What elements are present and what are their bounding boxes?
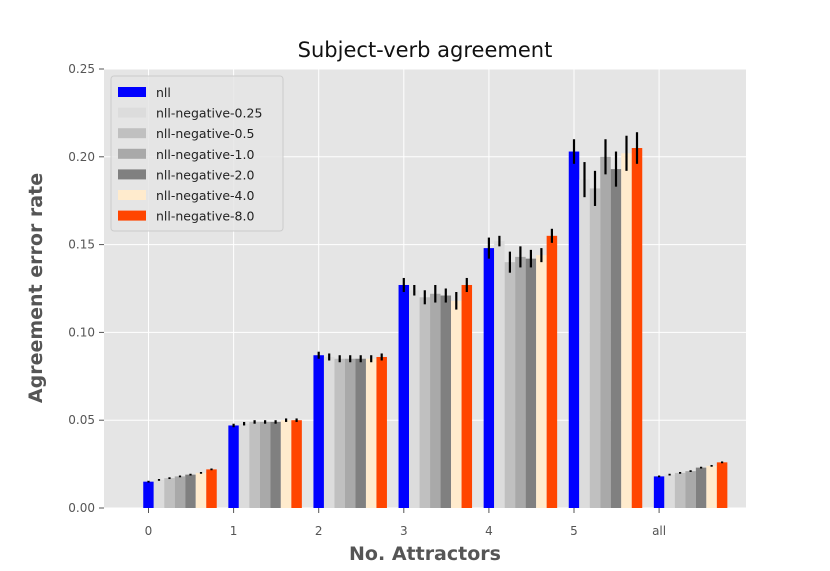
bar xyxy=(610,169,622,509)
bar xyxy=(504,262,516,508)
x-axis-ticks: 0 1 2 3 4 5 all xyxy=(145,508,666,538)
bar xyxy=(174,476,186,508)
bars xyxy=(143,148,728,509)
bar xyxy=(568,151,580,509)
error-bars xyxy=(147,132,724,483)
bar xyxy=(430,293,441,508)
legend-label: nll-negative-0.5 xyxy=(156,126,254,141)
bar xyxy=(525,258,537,508)
legend-swatch xyxy=(118,107,146,118)
bar xyxy=(695,467,707,508)
bar xyxy=(228,425,239,508)
bar xyxy=(355,358,366,508)
legend-swatch xyxy=(118,169,146,180)
y-tick-label: 0.15 xyxy=(68,238,95,252)
bar xyxy=(515,256,526,508)
bar xyxy=(536,255,547,508)
bar xyxy=(185,474,196,508)
bar xyxy=(143,481,154,508)
legend-label: nll xyxy=(156,85,171,100)
x-tick-label: all xyxy=(652,524,666,538)
y-axis-ticks: 0.00 0.05 0.10 0.15 0.20 0.25 xyxy=(68,62,104,515)
bar xyxy=(344,358,356,508)
x-tick-label: 2 xyxy=(315,524,323,538)
bar xyxy=(664,474,675,508)
bar xyxy=(238,423,250,508)
bar xyxy=(716,462,728,508)
legend-label: nll-negative-1.0 xyxy=(156,147,254,162)
x-tick-label: 3 xyxy=(400,524,408,538)
bar xyxy=(280,420,292,508)
bar xyxy=(589,188,601,508)
legend-label: nll-negative-4.0 xyxy=(156,188,254,203)
bar xyxy=(398,284,410,508)
legend-label: nll-negative-8.0 xyxy=(156,209,254,224)
legend-label: nll-negative-0.25 xyxy=(156,106,262,121)
bar xyxy=(376,356,387,508)
bar xyxy=(685,471,696,508)
bar xyxy=(291,420,302,508)
bar xyxy=(653,476,665,508)
x-tick-label: 5 xyxy=(570,524,578,538)
legend-swatch xyxy=(118,148,146,159)
bar xyxy=(334,358,345,508)
bar xyxy=(579,179,590,509)
y-tick-label: 0.10 xyxy=(68,325,95,339)
bar xyxy=(461,284,473,508)
bar xyxy=(323,356,335,508)
legend-swatch xyxy=(118,190,146,200)
bar xyxy=(706,465,717,508)
bar xyxy=(621,153,632,508)
y-tick-label: 0.25 xyxy=(68,62,95,76)
bar xyxy=(195,472,207,508)
bar xyxy=(600,156,611,509)
x-tick-label: 1 xyxy=(230,524,238,538)
bar xyxy=(249,421,260,508)
bar xyxy=(365,358,377,508)
bar xyxy=(440,295,452,508)
legend-swatch xyxy=(118,210,146,221)
bar xyxy=(259,421,271,508)
bar xyxy=(451,300,462,508)
bar xyxy=(546,235,558,508)
y-tick-label: 0.00 xyxy=(68,501,95,515)
y-tick-label: 0.05 xyxy=(68,413,95,427)
bar xyxy=(631,148,643,508)
y-axis-label: Agreement error rate xyxy=(25,173,47,403)
legend: nll nll-negative-0.25 nll-negative-0.5 nll-… xyxy=(110,75,284,232)
legend-box xyxy=(110,75,284,232)
bar xyxy=(494,241,505,508)
bar xyxy=(164,478,175,508)
x-tick-label: 0 xyxy=(145,524,153,538)
bar xyxy=(270,421,281,508)
bar xyxy=(409,290,420,508)
chart-title: Subject-verb agreement xyxy=(298,38,553,62)
y-tick-label: 0.20 xyxy=(68,150,95,164)
bar xyxy=(313,355,324,508)
legend-label: nll-negative-2.0 xyxy=(156,167,254,182)
legend-swatch xyxy=(118,128,146,139)
bar xyxy=(674,472,686,508)
bar xyxy=(483,248,495,508)
x-axis-label: No. Attractors xyxy=(349,543,501,565)
legend-swatch xyxy=(118,87,146,97)
bar xyxy=(153,479,165,508)
bar xyxy=(419,297,431,508)
x-tick-label: 4 xyxy=(485,524,493,538)
bar xyxy=(206,469,217,508)
